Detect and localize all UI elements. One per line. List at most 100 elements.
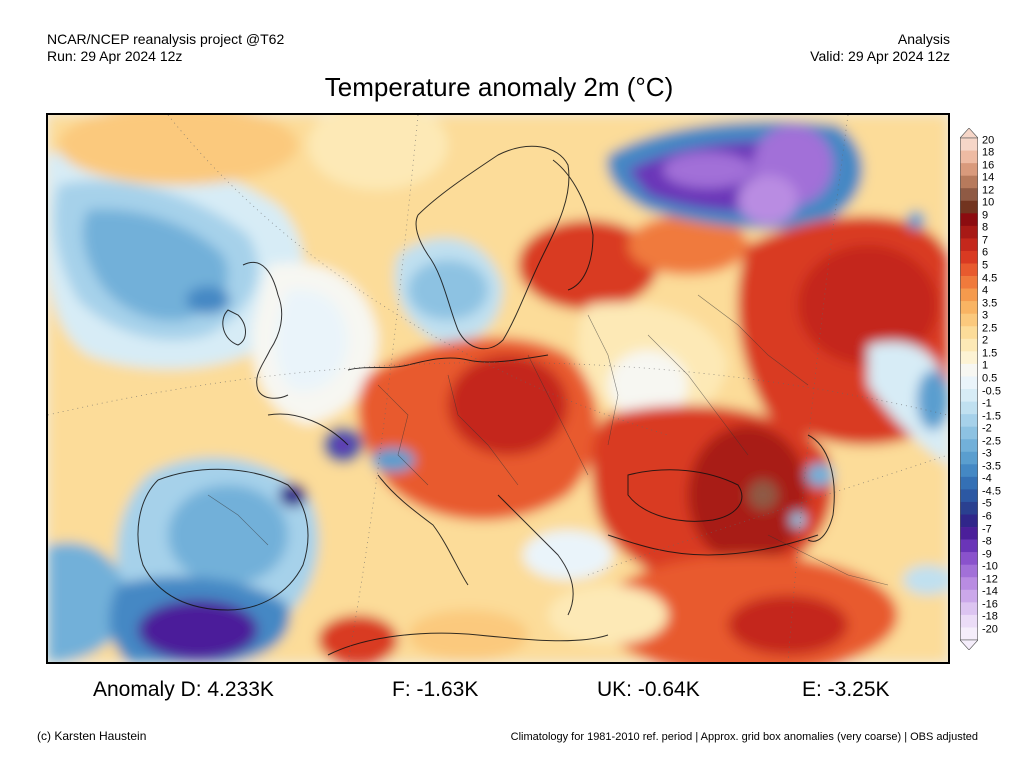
colorbar-tick-label: -2 xyxy=(982,422,992,435)
colorbar-tick-label: -10 xyxy=(982,560,998,573)
colorbar-swatch xyxy=(960,363,978,377)
colorbar-tick-label: -1.5 xyxy=(982,410,1001,423)
colorbar-tick-label: 3.5 xyxy=(982,297,998,310)
credit-text: (c) Karsten Haustein xyxy=(37,729,147,743)
colorbar-top-arrow xyxy=(959,127,979,139)
anomaly-summary: Anomaly D: 4.233K F: -1.63K UK: -0.64K E… xyxy=(47,678,951,706)
colorbar-swatch xyxy=(960,464,978,478)
colorbar-swatch xyxy=(960,338,978,352)
colorbar xyxy=(959,127,979,651)
colorbar-tick-label: -9 xyxy=(982,548,992,561)
coastlines xyxy=(137,145,835,656)
colorbar-swatch xyxy=(960,288,978,302)
colorbar-tick-label: 14 xyxy=(982,171,995,184)
colorbar-swatch xyxy=(960,614,978,628)
colorbar-bottom-arrow xyxy=(959,639,979,651)
colorbar-svg xyxy=(959,127,979,651)
colorbar-swatch xyxy=(960,138,978,151)
run-label: Run: 29 Apr 2024 12z xyxy=(47,48,183,64)
colorbar-tick-label: -1 xyxy=(982,397,992,410)
colorbar-tick-label: 18 xyxy=(982,146,995,159)
colorbar-swatch xyxy=(960,414,978,427)
colorbar-tick-label: 0.5 xyxy=(982,372,998,385)
map-title: Temperature anomaly 2m (°C) xyxy=(324,72,674,102)
colorbar-swatch xyxy=(960,401,978,415)
colorbar-swatch xyxy=(960,564,978,578)
colorbar-swatch xyxy=(960,225,978,239)
anomaly-field xyxy=(48,115,948,662)
anomaly-d-value: Anomaly D: 4.233K xyxy=(93,678,274,701)
anomaly-f-value: F: -1.63K xyxy=(392,678,479,701)
colorbar-swatch xyxy=(960,627,978,641)
colorbar-tick-label: -4.5 xyxy=(982,485,1001,498)
graticule xyxy=(48,115,948,662)
colorbar-tick-label: 9 xyxy=(982,209,989,222)
colorbar-swatch xyxy=(960,476,978,490)
colorbar-tick-label: -14 xyxy=(982,585,998,598)
colorbar-tick-label: -12 xyxy=(982,573,998,586)
colorbar-tick-label: 7 xyxy=(982,234,989,247)
colorbar-swatch xyxy=(960,539,978,553)
colorbar-swatch xyxy=(960,326,978,340)
colorbar-tick-label: -8 xyxy=(982,535,992,548)
colorbar-swatch xyxy=(960,150,978,164)
colorbar-tick-label: 4 xyxy=(982,284,989,297)
colorbar-swatch xyxy=(960,451,978,465)
colorbar-tick-label: 16 xyxy=(982,159,995,172)
colorbar-swatch xyxy=(960,301,978,314)
analysis-label: Analysis xyxy=(897,31,950,47)
colorbar-swatch xyxy=(960,163,978,176)
colorbar-tick-label: -3 xyxy=(982,447,992,460)
colorbar-tick-label: 3 xyxy=(982,309,989,322)
colorbar-tick-label: 1 xyxy=(982,359,989,372)
colorbar-swatch xyxy=(960,376,978,390)
colorbar-swatch xyxy=(960,514,978,528)
colorbar-tick-label: 8 xyxy=(982,221,989,234)
colorbar-swatch xyxy=(960,577,978,591)
colorbar-swatch xyxy=(960,426,978,440)
colorbar-tick-label: 6 xyxy=(982,246,989,259)
colorbar-tick-label: -3.5 xyxy=(982,460,1001,473)
colorbar-tick-label: -20 xyxy=(982,623,998,636)
colorbar-tick-label: -4 xyxy=(982,472,992,485)
colorbar-swatch xyxy=(960,200,978,214)
header-left: NCAR/NCEP reanalysis project @T62 Run: 2… xyxy=(47,31,284,65)
colorbar-swatch xyxy=(960,602,978,616)
colorbar-tick-label: -7 xyxy=(982,523,992,536)
colorbar-swatch xyxy=(960,313,978,327)
colorbar-tick-label: 4.5 xyxy=(982,272,998,285)
colorbar-tick-label: -18 xyxy=(982,610,998,623)
colorbar-swatch xyxy=(960,489,978,503)
colorbar-tick-label: 5 xyxy=(982,259,989,272)
colorbar-tick-label: 10 xyxy=(982,196,995,209)
borders xyxy=(207,294,889,586)
colorbar-swatch xyxy=(960,589,978,603)
colorbar-swatch xyxy=(960,188,978,202)
colorbar-swatch xyxy=(960,276,978,289)
colorbar-swatch xyxy=(960,439,978,453)
colorbar-swatch xyxy=(960,213,978,227)
anomaly-uk-value: UK: -0.64K xyxy=(597,678,700,701)
colorbar-swatch xyxy=(960,389,978,402)
colorbar-swatch xyxy=(960,175,978,189)
colorbar-tick-label: -0.5 xyxy=(982,385,1001,397)
colorbar-swatch xyxy=(960,527,978,540)
colorbar-swatch xyxy=(960,250,978,264)
anomaly-e-value: E: -3.25K xyxy=(802,678,890,701)
colorbar-tick-label: -6 xyxy=(982,510,992,523)
colorbar-swatch xyxy=(960,263,978,277)
colorbar-tick-label: 12 xyxy=(982,184,995,197)
colorbar-tick-label: -16 xyxy=(982,598,998,611)
colorbar-tick-label: -2.5 xyxy=(982,435,1001,448)
valid-label: Valid: 29 Apr 2024 12z xyxy=(810,48,950,64)
anomaly-map xyxy=(46,113,950,664)
climatology-note: Climatology for 1981-2010 ref. period | … xyxy=(510,731,978,743)
colorbar-swatch xyxy=(960,501,978,515)
colorbar-tick-label: -5 xyxy=(982,497,992,510)
colorbar-tick-label: 2.5 xyxy=(982,322,998,335)
colorbar-swatch xyxy=(960,351,978,365)
header-right: Analysis Valid: 29 Apr 2024 12z xyxy=(810,31,950,65)
colorbar-tick-label: 1.5 xyxy=(982,347,998,360)
project-label: NCAR/NCEP reanalysis project @T62 xyxy=(47,31,285,47)
colorbar-tick-label: 20 xyxy=(982,134,995,146)
